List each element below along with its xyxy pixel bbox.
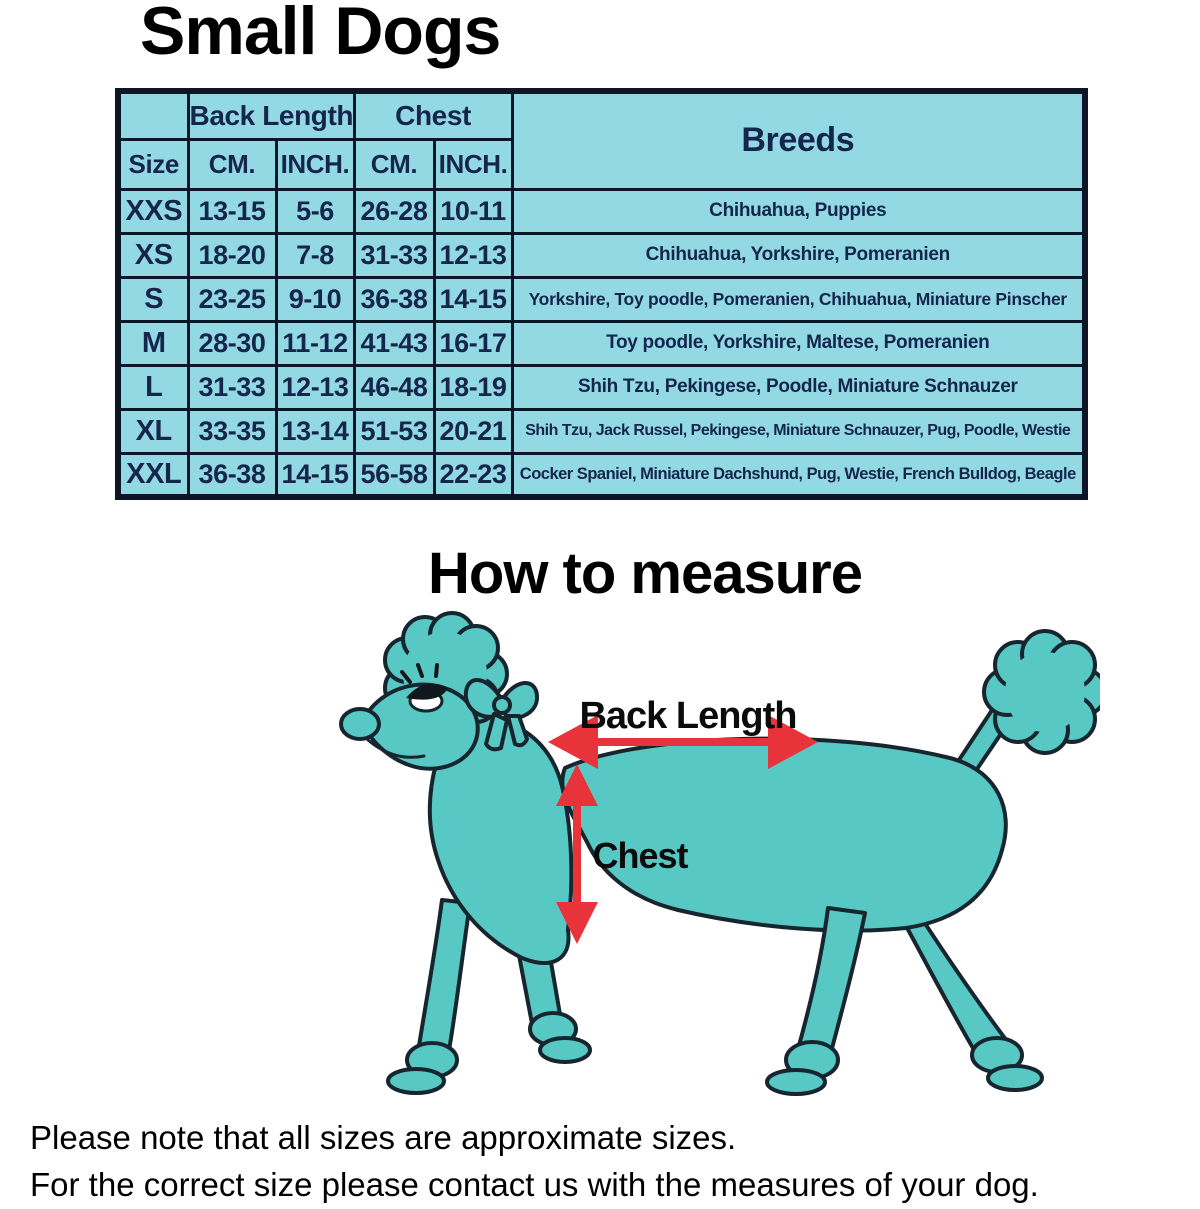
chest-cm-value: 26-28 — [352, 187, 436, 235]
poodle-paw — [765, 1068, 827, 1096]
col-header-bl-cm: CM. — [186, 137, 278, 191]
col-header-chest: Chest — [352, 89, 514, 141]
chest-inch-value: 18-19 — [432, 363, 514, 411]
breeds-value: Cocker Spaniel, Miniature Dachshund, Pug… — [510, 451, 1087, 499]
chest-inch-value: 14-15 — [432, 275, 514, 323]
back-length-arrowhead-left — [548, 715, 598, 769]
size-label: S — [116, 275, 190, 323]
bl-inch-value: 9-10 — [274, 275, 356, 323]
poodle-front-leg-near — [416, 898, 472, 1058]
poodle-eyelashes — [400, 663, 439, 684]
chest-inch-value: 16-17 — [432, 319, 514, 367]
chest-arrowhead-top — [556, 764, 598, 806]
breeds-value: Shih Tzu, Jack Russel, Pekingese, Miniat… — [510, 407, 1087, 455]
bl-inch-value: 12-13 — [274, 363, 356, 411]
chest-cm-value: 36-38 — [352, 275, 436, 323]
chest-arrowhead-bottom — [556, 902, 598, 944]
poodle-body-group — [339, 611, 1100, 1096]
bl-cm-value: 18-20 — [186, 231, 278, 279]
table-row-xxl: XXL 36-38 14-15 56-58 22-23 Cocker Spani… — [116, 451, 1087, 499]
poodle-paw — [386, 1067, 446, 1095]
size-table: Back Length Chest Breeds Size CM. INCH. … — [115, 88, 1089, 500]
bl-inch-value: 11-12 — [274, 319, 356, 367]
size-label: XL — [116, 407, 190, 455]
chest-cm-value: 31-33 — [352, 231, 436, 279]
bow-tail-left — [484, 712, 509, 752]
chest-cm-value: 51-53 — [352, 407, 436, 455]
size-label: XXS — [116, 187, 190, 235]
footer-line-1: Please note that all sizes are approxima… — [30, 1119, 737, 1156]
breeds-value: Chihuahua, Puppies — [510, 187, 1087, 235]
poodle-body — [560, 736, 1008, 933]
page-title: Small Dogs — [140, 0, 501, 69]
chest-inch-value: 12-13 — [432, 231, 514, 279]
col-header-chest-cm: CM. — [352, 137, 436, 191]
breeds-value: Toy poodle, Yorkshire, Maltese, Pomerani… — [510, 319, 1087, 367]
table-row-xxs: XXS 13-15 5-6 26-28 10-11 Chihuahua, Pup… — [116, 187, 1087, 235]
bl-inch-value: 5-6 — [274, 187, 356, 235]
poodle-paw — [538, 1036, 592, 1064]
empty-corner-cell — [116, 89, 190, 141]
chest-inch-value: 22-23 — [432, 451, 514, 499]
chest-cm-value: 56-58 — [352, 451, 436, 499]
poodle-nose — [339, 707, 381, 741]
col-header-back-length: Back Length — [186, 89, 356, 141]
bl-cm-value: 13-15 — [186, 187, 278, 235]
how-to-measure-title: How to measure — [428, 541, 863, 606]
poodle-mouth — [366, 738, 426, 759]
bow-tail-right — [506, 714, 529, 748]
back-length-label: Back Length — [579, 695, 796, 737]
bl-cm-value: 33-35 — [186, 407, 278, 455]
bl-cm-value: 28-30 — [186, 319, 278, 367]
table-row-m: M 28-30 11-12 41-43 16-17 Toy poodle, Yo… — [116, 319, 1087, 367]
size-label: XXL — [116, 451, 190, 499]
bl-cm-value: 31-33 — [186, 363, 278, 411]
chest-label: Chest — [592, 835, 688, 876]
footer-note: Please note that all sizes are approxima… — [30, 1115, 1200, 1209]
chest-arrow — [573, 800, 581, 906]
table-row-xl: XL 33-35 13-14 51-53 20-21 Shih Tzu, Jac… — [116, 407, 1087, 455]
chest-inch-value: 20-21 — [432, 407, 514, 455]
bl-cm-value: 36-38 — [186, 451, 278, 499]
bl-inch-value: 13-14 — [274, 407, 356, 455]
breeds-value: Shih Tzu, Pekingese, Poodle, Miniature S… — [510, 363, 1087, 411]
footer-line-2: For the correct size please contact us w… — [30, 1165, 1039, 1203]
col-header-chest-inch: INCH. — [432, 137, 514, 191]
breeds-value: Chihuahua, Yorkshire, Pomeranien — [510, 231, 1087, 279]
col-header-size: Size — [116, 137, 190, 191]
chest-cm-value: 46-48 — [352, 363, 436, 411]
table-row-s: S 23-25 9-10 36-38 14-15 Yorkshire, Toy … — [116, 275, 1087, 323]
col-header-breeds: Breeds — [510, 89, 1087, 191]
size-label: M — [116, 319, 190, 367]
chest-cm-value: 41-43 — [352, 319, 436, 367]
poodle-tail-pom-center — [1005, 652, 1085, 732]
table-header-row-groups: Back Length Chest Breeds — [116, 89, 1087, 191]
poodle-measure-illustration: Back Length Chest — [339, 611, 1100, 1096]
table-row-l: L 31-33 12-13 46-48 18-19 Shih Tzu, Peki… — [116, 363, 1087, 411]
table-row-xs: XS 18-20 7-8 31-33 12-13 Chihuahua, York… — [116, 231, 1087, 279]
bl-inch-value: 14-15 — [274, 451, 356, 499]
size-label: L — [116, 363, 190, 411]
poodle-eye-lash — [406, 683, 448, 700]
chest-inch-value: 10-11 — [432, 187, 514, 235]
bl-inch-value: 7-8 — [274, 231, 356, 279]
bl-cm-value: 23-25 — [186, 275, 278, 323]
breeds-value: Yorkshire, Toy poodle, Pomeranien, Chihu… — [510, 275, 1087, 323]
bow-knot — [492, 695, 512, 715]
table-header-row-units: Size CM. INCH. CM. INCH. — [116, 137, 1085, 191]
back-length-arrowhead-right — [768, 715, 818, 769]
back-length-arrow — [588, 738, 776, 746]
poodle-paw — [986, 1064, 1044, 1092]
col-header-bl-inch: INCH. — [274, 137, 356, 191]
measure-arrows — [548, 715, 818, 944]
size-label: XS — [116, 231, 190, 279]
